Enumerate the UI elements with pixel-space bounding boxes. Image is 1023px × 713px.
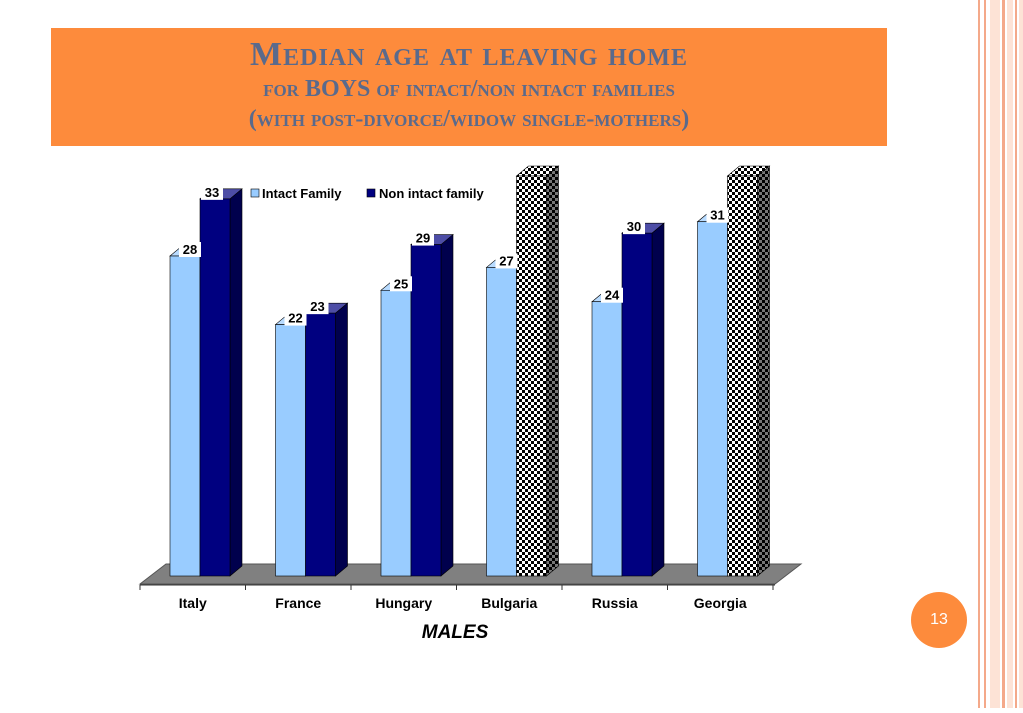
bar-non-intact-italy-side bbox=[229, 188, 243, 577]
data-label-intact-hungary-bg bbox=[390, 276, 412, 292]
bar-no-data-georgia-front bbox=[727, 175, 758, 577]
bar-non-intact-italy bbox=[199, 188, 243, 577]
data-label-intact-georgia: 31 bbox=[710, 208, 724, 223]
data-label-intact-italy: 28 bbox=[183, 242, 197, 257]
bar-non-intact-russia-side bbox=[651, 222, 665, 577]
data-label-intact-georgia-bg bbox=[706, 207, 729, 223]
bar-non-intact-italy-front bbox=[199, 198, 231, 577]
bar-no-data-bulgaria-side bbox=[546, 165, 559, 577]
bar-intact-russia-front bbox=[591, 301, 623, 577]
data-label-intact-france: 22 bbox=[288, 311, 302, 326]
slide-title-box: Median age at leaving home for BOYS of i… bbox=[51, 28, 887, 146]
data-label-intact-russia: 24 bbox=[605, 288, 620, 303]
bar-intact-bulgaria-front bbox=[486, 267, 517, 577]
data-label-intact-france-bg bbox=[284, 310, 307, 326]
page-number: 13 bbox=[930, 611, 948, 628]
right-stripe-decoration bbox=[978, 0, 1023, 708]
data-label-intact-bulgaria: 27 bbox=[499, 253, 513, 268]
data-label-intact-hungary: 25 bbox=[394, 276, 408, 291]
bar-intact-georgia-front bbox=[697, 221, 728, 577]
x-axis-title: MALES bbox=[422, 622, 489, 643]
data-label-intact-russia-bg bbox=[601, 287, 623, 303]
x-tick-label-italy: Italy bbox=[179, 595, 207, 611]
bar-no-data-georgia bbox=[726, 165, 771, 577]
page-number-badge: 13 bbox=[911, 592, 967, 648]
legend-swatch-non-intact bbox=[366, 188, 376, 198]
data-label-non-intact-russia: 30 bbox=[627, 219, 641, 234]
bar-non-intact-hungary bbox=[410, 233, 454, 577]
data-label-non-intact-russia-bg bbox=[623, 219, 645, 235]
data-label-intact-italy-bg bbox=[179, 242, 201, 257]
legend-label-non-intact: Non intact family bbox=[379, 186, 485, 201]
bar-non-intact-france-front bbox=[305, 312, 336, 577]
x-tick-label-hungary: Hungary bbox=[375, 595, 432, 611]
bar-no-data-georgia-side bbox=[757, 165, 770, 577]
legend-swatch-intact bbox=[250, 188, 260, 198]
bar-non-intact-hungary-side bbox=[440, 233, 454, 577]
x-tick-label-georgia: Georgia bbox=[694, 595, 747, 611]
data-label-intact-bulgaria-bg bbox=[495, 253, 518, 269]
data-label-non-intact-france: 23 bbox=[310, 299, 324, 314]
bar-no-data-bulgaria-front bbox=[516, 175, 547, 577]
data-label-non-intact-france-bg bbox=[306, 299, 329, 315]
x-tick-label-bulgaria: Bulgaria bbox=[481, 595, 537, 611]
legend-label-intact: Intact Family bbox=[262, 186, 342, 201]
bar-non-intact-russia bbox=[621, 222, 665, 577]
slide-subtitle-2: (with post-divorce/widow single-mothers) bbox=[248, 106, 690, 132]
data-label-non-intact-italy-bg bbox=[201, 184, 223, 200]
bar-intact-hungary-front bbox=[380, 289, 412, 577]
bar-non-intact-france-side bbox=[335, 302, 348, 577]
bar-non-intact-russia-front bbox=[621, 232, 653, 577]
x-tick-label-russia: Russia bbox=[592, 595, 638, 611]
bar-intact-italy-front bbox=[169, 255, 201, 577]
data-label-non-intact-hungary-bg bbox=[412, 230, 434, 246]
x-tick-label-france: France bbox=[275, 595, 321, 611]
bar-no-data-bulgaria bbox=[515, 165, 560, 577]
bar-intact-france-front bbox=[275, 324, 306, 577]
data-label-non-intact-italy: 33 bbox=[205, 185, 219, 200]
data-label-non-intact-hungary: 29 bbox=[416, 231, 430, 246]
slide-title: Median age at leaving home bbox=[250, 36, 688, 73]
bar-non-intact-france bbox=[304, 302, 349, 577]
bar-non-intact-hungary-front bbox=[410, 244, 442, 577]
slide-subtitle-1: for BOYS of intact/non intact families bbox=[263, 76, 675, 102]
